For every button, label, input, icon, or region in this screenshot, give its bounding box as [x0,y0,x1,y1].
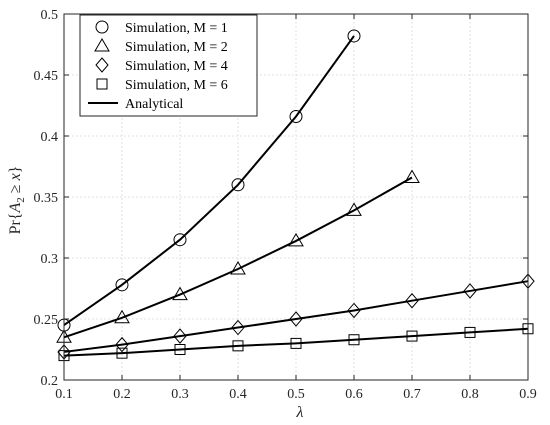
series-square [58,323,534,362]
legend-frame [79,14,258,117]
data-point [232,340,244,352]
legend-marker [95,57,109,73]
series-layer [56,29,535,362]
data-point [116,347,128,359]
data-point [172,286,188,301]
x-tick-label: 0.1 [55,387,73,402]
x-tick-label: 0.2 [113,387,131,402]
y-tick-label: 0.5 [41,8,59,23]
y-axis-label-rel: ≥ [7,180,24,197]
data-point [231,178,245,192]
data-point [288,232,304,247]
legend-entry-label: Simulation, M = 6 [125,78,228,93]
data-point [289,109,303,123]
y-tick-label: 0.45 [34,69,59,84]
x-tick-label: 0.9 [519,387,537,402]
analytical-line [63,176,413,339]
legend-marker [96,78,108,90]
y-tick-label: 0.4 [41,130,59,145]
data-point [348,334,360,346]
data-point [290,337,302,349]
data-point [346,202,362,216]
x-tick-label: 0.5 [287,387,305,402]
x-tick-label: 0.4 [229,387,247,402]
legend-marker [94,38,110,52]
legend: Simulation, M = 1 Simulation, M = 2 Simula… [79,14,258,117]
data-point [347,302,361,319]
y-tick-label: 0.35 [34,191,59,206]
data-point [464,326,476,338]
data-point [463,283,477,299]
legend-entry-label: Simulation, M = 2 [125,40,228,55]
y-axis-label-suffix: } [7,166,24,174]
analytical-line [63,280,529,353]
y-tick-label: 0.3 [41,252,59,267]
x-tick-label: 0.3 [171,387,189,402]
y-axis-label-sub: 2 [15,197,27,203]
data-point [404,169,420,183]
y-axis-label-x: x [7,173,24,181]
y-axis-label-var: A [7,202,24,213]
analytical-line [63,35,355,326]
data-point [406,330,418,342]
series-diamond [57,273,535,360]
data-point [114,309,130,324]
data-point [231,319,245,336]
x-tick-label: 0.6 [345,387,363,402]
x-tick-label: 0.7 [403,387,421,402]
data-point [173,328,187,344]
y-tick-label: 0.25 [34,313,59,328]
analytical-line [63,327,529,357]
data-point [347,29,361,43]
legend-entry-label: Simulation, M = 1 [125,21,228,36]
data-point [289,311,303,327]
data-point [115,278,129,292]
data-point [405,292,419,309]
legend-entry-label: Simulation, M = 4 [125,59,228,74]
series-circle [57,29,361,332]
data-point [173,233,187,247]
ticks: 0.1 0.2 0.3 0.4 0.5 0.6 0.7 0.8 0.90.20.250.30.3… [34,8,537,402]
legend-entry-label: Analytical [125,97,183,112]
y-axis-label-prefix: Pr{ [7,212,24,234]
legend-marker [95,20,109,34]
y-tick-label: 0.2 [41,374,59,389]
data-point [115,336,129,353]
x-tick-label: 0.8 [461,387,479,402]
data-point [174,344,186,355]
data-point [230,260,246,275]
series-triangle [56,169,420,343]
x-axis-label: λ [296,404,304,421]
y-axis-label: Pr{A2 ≥ x} [7,166,27,235]
